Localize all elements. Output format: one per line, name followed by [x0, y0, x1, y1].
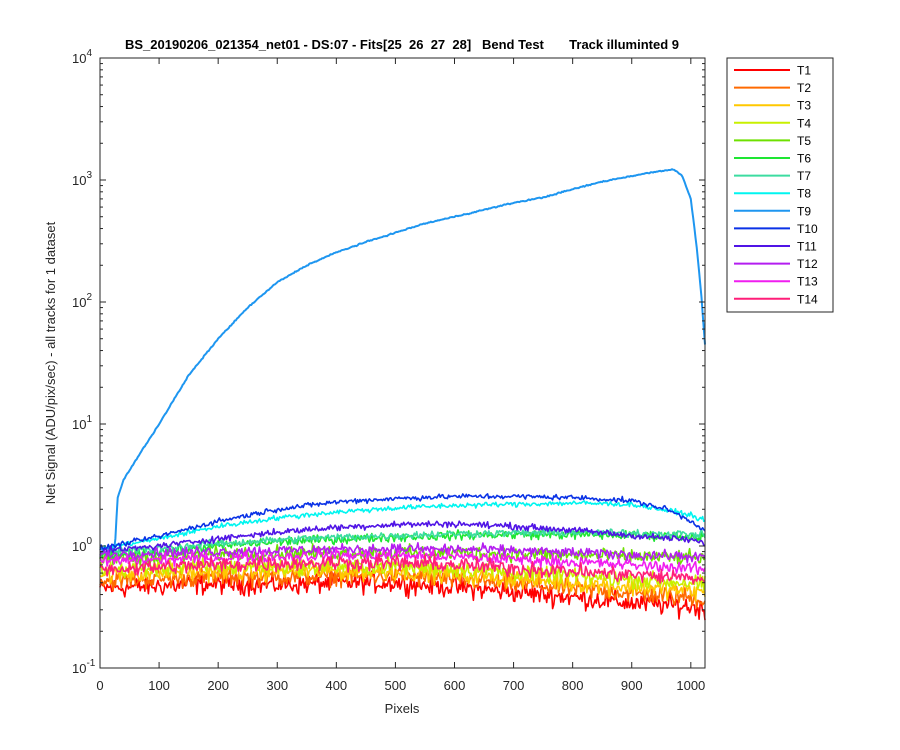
- series-line-t13: [99, 548, 706, 576]
- legend: T1 T2 T3 T4 T5 T6 T7 T8 T9 T10 T11 T12 T13 T14: [726, 57, 834, 313]
- legend-box: [726, 57, 834, 313]
- series-layer: [99, 168, 706, 621]
- x-tick-label: 500: [385, 678, 407, 693]
- y-axis-label: Net Signal (ADU/pix/sec) - all tracks fo…: [43, 221, 58, 504]
- legend-label-t1: T1: [797, 64, 811, 78]
- x-tick-label: 400: [325, 678, 347, 693]
- plot-frame: [99, 57, 706, 669]
- x-tick-label: 300: [266, 678, 288, 693]
- series-line-t9: [99, 168, 706, 551]
- series-line-t3: [99, 559, 706, 602]
- legend-label-t3: T3: [797, 99, 811, 113]
- x-axis-label: Pixels: [385, 701, 420, 716]
- legend-label-t7: T7: [797, 169, 811, 183]
- legend-label-t6: T6: [797, 152, 811, 166]
- series-line-t14: [99, 552, 706, 585]
- x-tick-label: 100: [148, 678, 170, 693]
- legend-label-t12: T12: [797, 257, 818, 271]
- legend-label-t5: T5: [797, 134, 811, 148]
- x-tick-label: 900: [621, 678, 643, 693]
- legend-label-t11: T11: [797, 240, 817, 254]
- legend-label-t2: T2: [797, 81, 811, 95]
- x-tick-label: 800: [562, 678, 584, 693]
- series-line-t8: [99, 500, 706, 552]
- chart-title: BS_20190206_021354_net01 - DS:07 - Fits[…: [125, 37, 679, 52]
- series-line-t10: [99, 493, 706, 551]
- legend-label-t8: T8: [797, 187, 811, 201]
- legend-label-t14: T14: [797, 292, 818, 306]
- legend-label-t4: T4: [797, 116, 811, 130]
- legend-label-t13: T13: [797, 275, 818, 289]
- x-tick-label: 1000: [676, 678, 705, 693]
- x-tick-label: 0: [96, 678, 103, 693]
- legend-label-t10: T10: [797, 222, 818, 236]
- ticks-layer: 0 100 200 300 400 500 600 700 800 900 100010-11001…: [72, 48, 705, 693]
- series-line-t11: [99, 520, 706, 556]
- x-tick-label: 200: [207, 678, 229, 693]
- x-tick-label: 600: [444, 678, 466, 693]
- x-tick-label: 700: [503, 678, 525, 693]
- legend-label-t9: T9: [797, 204, 811, 218]
